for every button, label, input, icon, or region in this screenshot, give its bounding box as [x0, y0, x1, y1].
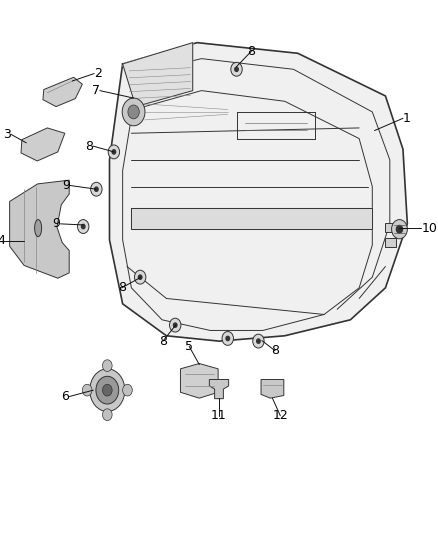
Text: 6: 6: [61, 390, 69, 403]
Circle shape: [96, 376, 119, 404]
Circle shape: [90, 369, 125, 411]
Circle shape: [108, 145, 120, 159]
Ellipse shape: [35, 220, 42, 237]
Text: 10: 10: [421, 222, 437, 235]
Text: 1: 1: [403, 112, 411, 125]
Text: 11: 11: [211, 409, 227, 422]
Polygon shape: [261, 379, 284, 398]
Circle shape: [102, 384, 112, 396]
Text: 2: 2: [94, 67, 102, 80]
Circle shape: [226, 336, 230, 341]
Circle shape: [170, 318, 181, 332]
Polygon shape: [110, 43, 407, 341]
Text: 7: 7: [92, 84, 100, 97]
Circle shape: [78, 220, 89, 233]
Polygon shape: [131, 208, 372, 229]
Circle shape: [396, 225, 403, 233]
Circle shape: [95, 187, 98, 191]
Circle shape: [173, 323, 177, 327]
Polygon shape: [10, 180, 69, 278]
Circle shape: [112, 150, 116, 154]
Text: 3: 3: [3, 128, 11, 141]
Polygon shape: [209, 379, 229, 399]
Text: 9: 9: [62, 179, 70, 192]
Text: 12: 12: [272, 409, 288, 422]
Text: 5: 5: [185, 340, 193, 353]
Circle shape: [122, 98, 145, 126]
Polygon shape: [43, 77, 82, 107]
Circle shape: [138, 275, 142, 279]
Text: 4: 4: [0, 235, 5, 247]
Circle shape: [82, 384, 92, 396]
Text: 8: 8: [118, 281, 126, 294]
FancyBboxPatch shape: [385, 238, 396, 247]
FancyBboxPatch shape: [385, 223, 396, 232]
Circle shape: [257, 339, 260, 343]
Circle shape: [81, 224, 85, 229]
Circle shape: [235, 67, 238, 71]
Polygon shape: [180, 364, 218, 398]
Circle shape: [123, 384, 132, 396]
Circle shape: [128, 105, 139, 119]
Text: 8: 8: [247, 45, 255, 58]
Text: 8: 8: [271, 344, 279, 357]
Circle shape: [91, 182, 102, 196]
Circle shape: [392, 220, 407, 239]
Circle shape: [134, 270, 146, 284]
Text: 8: 8: [159, 335, 167, 348]
Circle shape: [231, 62, 242, 76]
Circle shape: [253, 334, 264, 348]
Circle shape: [102, 360, 112, 372]
Circle shape: [222, 332, 233, 345]
Polygon shape: [21, 128, 65, 161]
Text: 9: 9: [53, 217, 60, 230]
Polygon shape: [123, 43, 193, 107]
Text: 8: 8: [85, 140, 93, 152]
Circle shape: [102, 409, 112, 421]
